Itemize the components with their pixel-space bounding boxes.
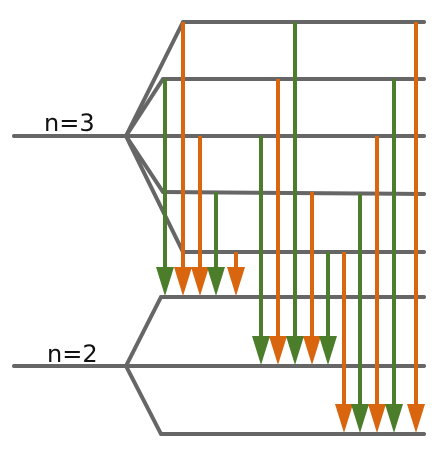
transition-arrow <box>335 252 353 433</box>
transition-arrow <box>191 136 209 296</box>
arrow-head <box>191 267 209 296</box>
label-n3: n=3 <box>44 109 95 137</box>
transition-arrow <box>407 22 425 433</box>
arrow-head <box>407 404 425 433</box>
transition-arrow <box>207 192 225 296</box>
n3-split-connector-top <box>124 21 185 137</box>
arrow-head <box>385 404 403 433</box>
n3-split-connector-2 <box>124 77 165 138</box>
transition-arrow <box>351 194 369 433</box>
arrow-head <box>368 404 386 433</box>
transition-arrow <box>269 79 287 365</box>
arrow-head <box>174 267 192 296</box>
transition-arrow <box>385 79 403 433</box>
transition-arrow <box>303 192 321 365</box>
transition-arrow <box>156 79 174 296</box>
transition-arrow <box>286 22 304 365</box>
arrow-head <box>303 336 321 365</box>
transition-arrows <box>156 22 425 433</box>
transition-arrow <box>174 22 192 296</box>
energy-levels <box>12 20 426 436</box>
arrow-head <box>335 404 353 433</box>
transition-arrow <box>368 136 386 433</box>
transition-arrow <box>227 252 245 296</box>
label-n2: n=2 <box>47 340 98 368</box>
arrow-head <box>286 336 304 365</box>
arrow-head <box>207 267 225 296</box>
arrow-head <box>252 336 270 365</box>
n3-split-connector-bottom <box>124 135 185 253</box>
arrow-head <box>227 267 245 296</box>
transition-arrow <box>319 252 337 365</box>
arrow-head <box>269 336 287 365</box>
n2-split-connector-top <box>124 296 163 367</box>
transition-arrow <box>252 136 270 365</box>
n2-split-connector-bottom <box>124 365 163 435</box>
arrow-head <box>351 404 369 433</box>
arrow-head <box>156 267 174 296</box>
arrow-head <box>319 336 337 365</box>
